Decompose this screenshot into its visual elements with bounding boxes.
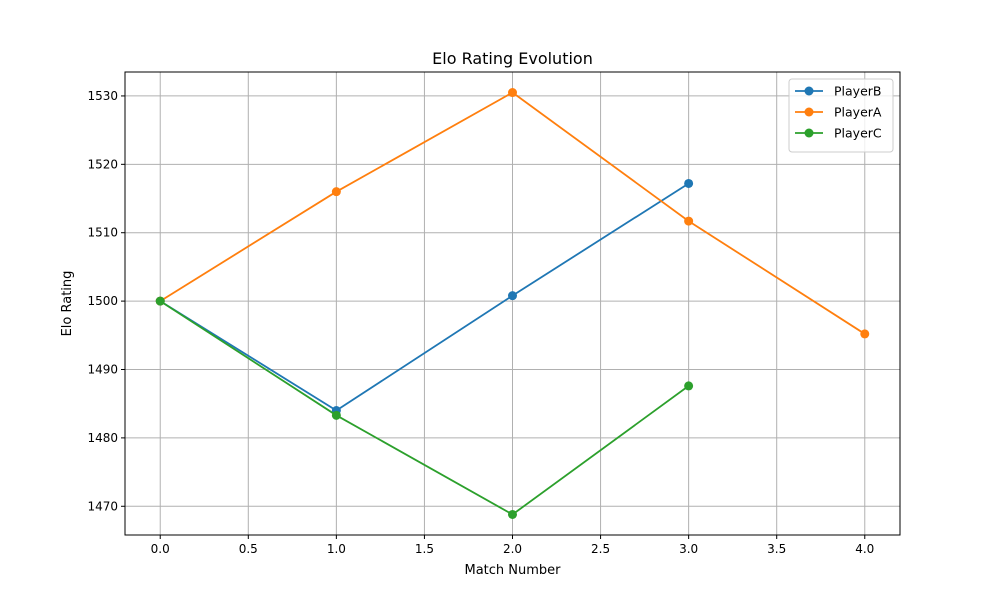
y-tick-label: 1510 [87, 226, 118, 240]
data-point-playera [508, 88, 517, 98]
data-point-playera [331, 187, 341, 197]
x-tick-label: 2.0 [503, 542, 522, 556]
chart-title: Elo Rating Evolution [432, 49, 593, 68]
x-tick-label: 1.5 [415, 542, 434, 556]
data-point-playerc [684, 381, 694, 391]
data-point-playerc [508, 509, 517, 519]
y-tick-label: 1520 [87, 157, 118, 171]
legend: PlayerB PlayerA PlayerC [788, 78, 894, 153]
legend-marker-playerc [804, 128, 814, 138]
data-point-playera [684, 216, 694, 226]
legend-marker-playerb [804, 86, 814, 96]
axis-ticks: 0.0 0.5 1.0 1.5 2.0 2.5 3.0 3.5 4.0 1470 1480 1490 1… [87, 89, 874, 556]
x-axis-label: Match Number [464, 563, 561, 578]
y-tick-label: 1500 [87, 294, 118, 308]
x-tick-label: 0.0 [151, 542, 170, 556]
data-point-playerb [508, 291, 517, 301]
x-tick-label: 1.0 [327, 542, 346, 556]
y-tick-label: 1480 [87, 431, 118, 445]
y-tick-label: 1470 [87, 499, 118, 513]
data-point-playerc [155, 296, 165, 306]
legend-label-playerb: PlayerB [834, 84, 881, 99]
x-tick-label: 3.0 [679, 542, 698, 556]
series-line-playerb [159, 182, 690, 412]
x-tick-label: 0.5 [239, 542, 258, 556]
series-line-playerc [159, 300, 690, 516]
data-point-playera [860, 329, 870, 339]
y-tick-label: 1490 [87, 362, 118, 376]
legend-label-playera: PlayerA [834, 105, 882, 120]
x-tick-label: 3.5 [767, 542, 786, 556]
data-point-playerb [684, 178, 694, 188]
data-point-playerc [331, 410, 341, 420]
legend-label-playerc: PlayerC [834, 126, 882, 141]
x-tick-label: 2.5 [591, 542, 610, 556]
x-tick-label: 4.0 [855, 542, 874, 556]
y-tick-label: 1530 [87, 89, 118, 103]
y-axis-label: Elo Rating [60, 271, 75, 337]
series-layer [155, 88, 870, 519]
series-playerc [155, 296, 694, 519]
legend-marker-playera [804, 107, 814, 117]
